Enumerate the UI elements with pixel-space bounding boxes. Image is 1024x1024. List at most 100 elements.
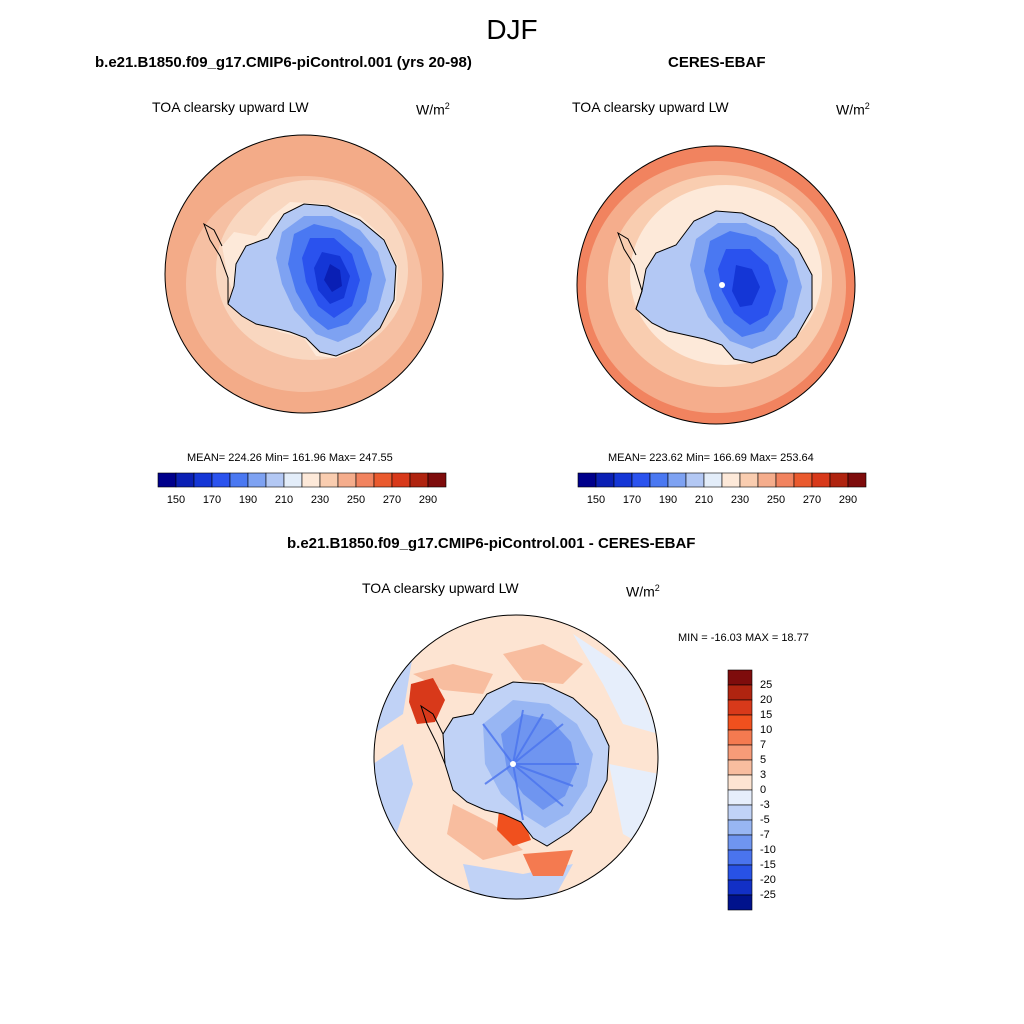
- colorbar-tick-label: 0: [760, 784, 767, 796]
- colorbar-swatch: [775, 472, 795, 488]
- colorbar-swatch: [193, 472, 213, 488]
- panel-obs-stats: MEAN= 223.62 Min= 166.69 Max= 253.64: [608, 452, 814, 464]
- colorbar-swatch: [727, 834, 753, 851]
- units-text: W/m: [626, 583, 655, 600]
- colorbar-tick-label: 7: [760, 739, 767, 751]
- colorbar-swatch: [727, 744, 753, 761]
- colorbar-tick-label: 290: [418, 494, 438, 506]
- panel-diff-units: W/m2: [626, 584, 660, 599]
- colorbar-tick-label: 190: [238, 494, 258, 506]
- panel-obs-units: W/m2: [836, 102, 870, 117]
- colorbar-tick-label: 230: [730, 494, 750, 506]
- colorbar-swatch: [247, 472, 267, 488]
- colorbar-swatch: [727, 774, 753, 791]
- map-model: [164, 134, 444, 414]
- panel-obs-subtitle: TOA clearsky upward LW: [572, 99, 729, 115]
- missing-data-dot: [510, 761, 516, 767]
- colorbar-swatch: [685, 472, 705, 488]
- colorbar-tick-label: 250: [766, 494, 786, 506]
- colorbar-swatch: [739, 472, 759, 488]
- colorbar-swatch: [727, 819, 753, 836]
- colorbar-swatch: [373, 472, 393, 488]
- colorbar-tick-label: 170: [622, 494, 642, 506]
- colorbar-tick-label: 25: [760, 679, 773, 691]
- colorbar-tick-label: 210: [694, 494, 714, 506]
- colorbar-swatch: [409, 472, 429, 488]
- colorbar-swatch: [175, 472, 195, 488]
- colorbar-tick-label: 210: [274, 494, 294, 506]
- colorbar-swatch: [649, 472, 669, 488]
- colorbar-tick-label: 270: [382, 494, 402, 506]
- colorbar-swatch: [727, 864, 753, 881]
- missing-data-dot: [719, 282, 725, 288]
- colorbar-swatch: [265, 472, 285, 488]
- colorbar-tick-label: 290: [838, 494, 858, 506]
- colorbar-swatch: [847, 472, 867, 488]
- colorbar-tick-label: 270: [802, 494, 822, 506]
- colorbar-swatch: [727, 894, 753, 911]
- colorbar-swatch: [337, 472, 357, 488]
- colorbar-tick-label: -3: [760, 799, 770, 811]
- panel-model-stats: MEAN= 224.26 Min= 161.96 Max= 247.55: [187, 452, 393, 464]
- colorbar-swatch: [301, 472, 321, 488]
- colorbar-swatch: [727, 789, 753, 806]
- colorbar-swatch: [811, 472, 831, 488]
- colorbar-tick-label: 230: [310, 494, 330, 506]
- colorbar-swatch: [631, 472, 651, 488]
- panel-obs-title: CERES-EBAF: [668, 54, 766, 71]
- colorbar-tick-label: -15: [760, 859, 776, 871]
- colorbar-tick-label: -25: [760, 889, 776, 901]
- colorbar-swatch: [391, 472, 411, 488]
- colorbar-swatch: [667, 472, 687, 488]
- colorbar-model: [157, 472, 447, 488]
- colorbar-swatch: [211, 472, 231, 488]
- units-exponent: 2: [654, 583, 660, 593]
- colorbar-swatch: [721, 472, 741, 488]
- panel-diff-stats: MIN = -16.03 MAX = 18.77: [678, 632, 809, 644]
- colorbar-swatch: [703, 472, 723, 488]
- colorbar-tick-label: 5: [760, 754, 767, 766]
- panel-diff-subtitle: TOA clearsky upward LW: [362, 580, 519, 596]
- units-text: W/m: [836, 101, 865, 118]
- colorbar-tick-label: -7: [760, 829, 770, 841]
- panel-model-units: W/m2: [416, 102, 450, 117]
- colorbar-swatch: [613, 472, 633, 488]
- colorbar-swatch: [577, 472, 597, 488]
- units-exponent: 2: [864, 101, 870, 111]
- colorbar-swatch: [727, 669, 753, 686]
- colorbar-tick-label: 190: [658, 494, 678, 506]
- map-diff: [373, 614, 659, 900]
- colorbar-swatch: [427, 472, 447, 488]
- colorbar-swatch: [829, 472, 849, 488]
- colorbar-swatch: [595, 472, 615, 488]
- page-title: DJF: [486, 14, 538, 45]
- colorbar-swatch: [793, 472, 813, 488]
- units-exponent: 2: [444, 101, 450, 111]
- colorbar-swatch: [157, 472, 177, 488]
- peninsula-outline: [420, 704, 446, 765]
- colorbar-tick-label: 3: [760, 769, 767, 781]
- colorbar-diff: [727, 669, 753, 911]
- colorbar-tick-label: 15: [760, 709, 773, 721]
- colorbar-tick-label: -5: [760, 814, 770, 826]
- colorbar-swatch: [229, 472, 249, 488]
- colorbar-tick-label: 150: [166, 494, 186, 506]
- colorbar-tick-label: 20: [760, 694, 773, 706]
- colorbar-swatch: [727, 729, 753, 746]
- colorbar-tick-label: 150: [586, 494, 606, 506]
- peninsula-outline: [203, 222, 229, 304]
- colorbar-swatch: [319, 472, 339, 488]
- colorbar-tick-label: 170: [202, 494, 222, 506]
- colorbar-swatch: [355, 472, 375, 488]
- colorbar-swatch: [727, 699, 753, 716]
- panel-model-title: b.e21.B1850.f09_g17.CMIP6-piControl.001 …: [95, 54, 472, 71]
- colorbar-swatch: [757, 472, 777, 488]
- colorbar-swatch: [727, 804, 753, 821]
- colorbar-tick-label: 250: [346, 494, 366, 506]
- colorbar-obs: [577, 472, 867, 488]
- colorbar-tick-label: 10: [760, 724, 773, 736]
- colorbar-tick-label: -10: [760, 844, 776, 856]
- colorbar-swatch: [283, 472, 303, 488]
- colorbar-swatch: [727, 684, 753, 701]
